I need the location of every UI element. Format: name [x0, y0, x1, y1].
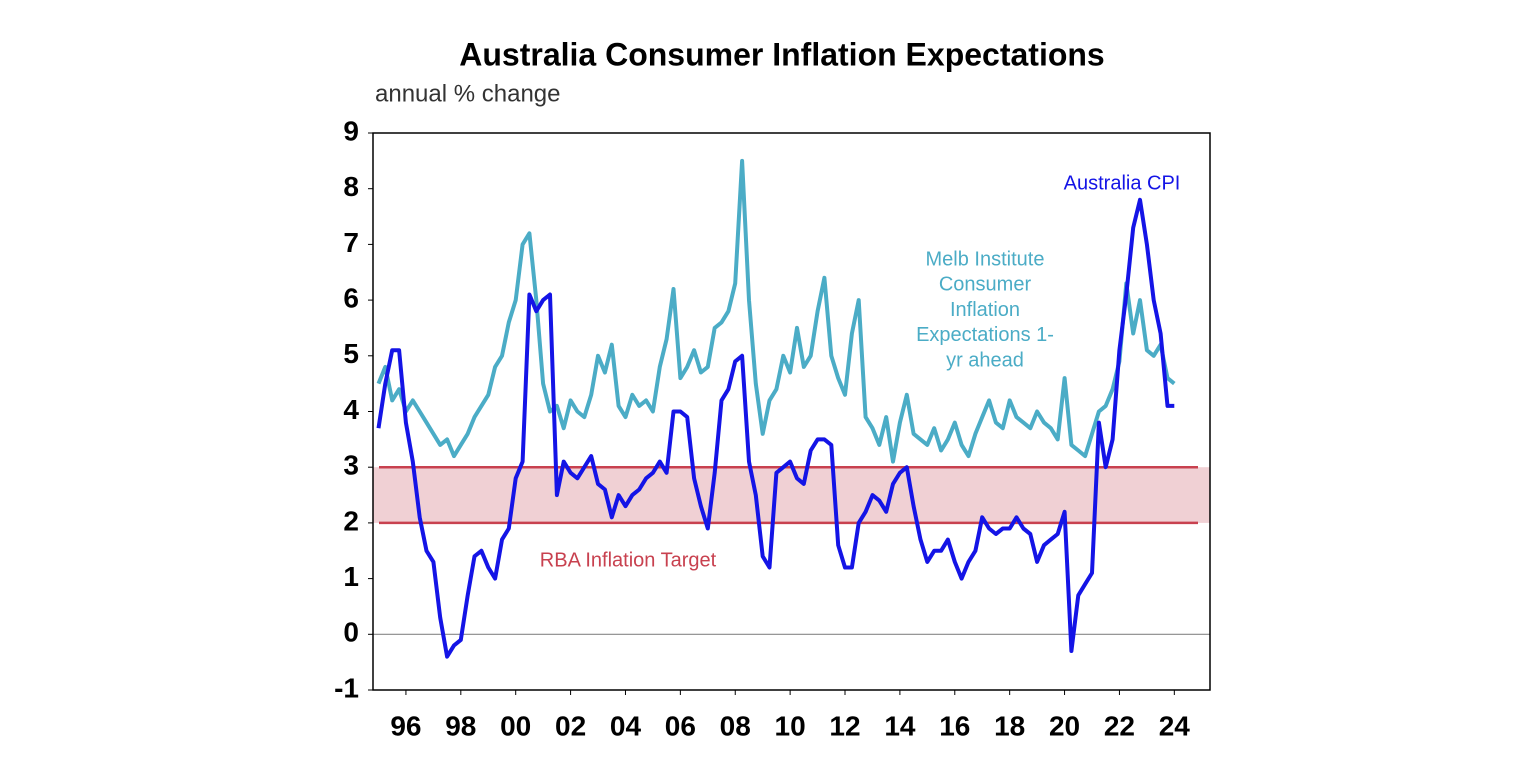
chart-title: Australia Consumer Inflation Expectation…: [459, 36, 1104, 72]
annotation: Consumer: [939, 274, 1032, 296]
x-tick-label: 96: [390, 710, 421, 741]
y-tick-label: 6: [343, 282, 359, 313]
x-tick-label: 10: [775, 710, 806, 741]
x-tick-label: 16: [939, 710, 970, 741]
annotation: Australia CPI: [1064, 172, 1181, 194]
annotation: yr ahead: [946, 349, 1024, 371]
x-tick-label: 22: [1104, 710, 1135, 741]
y-tick-label: 8: [343, 171, 359, 202]
x-tick-label: 18: [994, 710, 1025, 741]
series-line: [376, 158, 1176, 464]
y-tick-label: 3: [343, 450, 359, 481]
x-tick-label: 00: [500, 710, 531, 741]
annotation: Melb Institute: [926, 248, 1045, 270]
target-band: [373, 467, 1210, 523]
annotation: Inflation: [950, 299, 1020, 321]
y-tick-label: 9: [343, 115, 359, 146]
x-tick-label: 20: [1049, 710, 1080, 741]
series-line: [376, 197, 1175, 659]
y-tick-label: 7: [343, 227, 359, 258]
plot-frame: [372, 132, 1211, 691]
y-tick-label: 1: [343, 561, 359, 592]
y-tick-label: 5: [343, 338, 359, 369]
chart-subtitle: annual % change: [375, 80, 560, 107]
x-tick-label: 14: [884, 710, 916, 741]
x-tick-label: 24: [1159, 710, 1191, 741]
y-tick-label: 0: [343, 617, 359, 648]
x-tick-label: 08: [720, 710, 751, 741]
annotation: Expectations 1-: [916, 324, 1054, 346]
x-tick-label: 06: [665, 710, 696, 741]
y-tick-label: 4: [343, 394, 359, 425]
x-tick-label: 98: [445, 710, 476, 741]
x-tick-label: 04: [610, 710, 642, 741]
y-tick-label: -1: [334, 672, 359, 703]
y-tick-label: 2: [343, 505, 359, 536]
annotation: RBA Inflation Target: [540, 549, 717, 571]
x-tick-label: 12: [829, 710, 860, 741]
x-tick-label: 02: [555, 710, 586, 741]
